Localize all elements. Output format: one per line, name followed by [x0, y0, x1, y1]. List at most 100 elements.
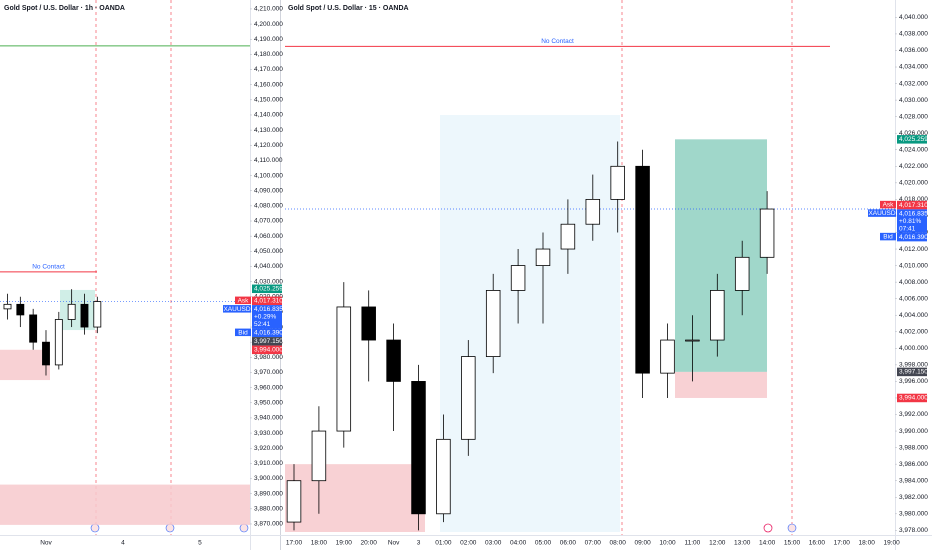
candle-body — [286, 480, 302, 523]
price-tag-text: 4,025.259 — [254, 286, 283, 293]
y-tick-label: 4,180.000 — [254, 51, 283, 58]
price-tag-text: +0.29% — [254, 314, 276, 321]
candle-body — [80, 303, 89, 328]
y-tick-label: 4,012.000 — [899, 246, 928, 253]
price-tag — [897, 232, 927, 242]
x-tick-label: 12:00 — [709, 540, 726, 547]
x-tick-label: 07:00 — [585, 540, 602, 547]
price-tag-name — [868, 209, 896, 217]
y-tick-label: 4,110.000 — [254, 157, 283, 164]
y-tick-label: 4,008.000 — [899, 279, 928, 286]
event-icon[interactable] — [239, 523, 249, 533]
price-tag-name-text: Ask — [883, 202, 895, 209]
zone — [440, 115, 620, 532]
candle-body — [635, 165, 650, 374]
y-tick-label: 3,910.000 — [254, 460, 283, 467]
y-tick-label: 4,070.000 — [254, 218, 283, 225]
y-tick-label: 4,010.000 — [899, 262, 928, 269]
price-tag-name — [235, 328, 251, 337]
candle-body — [510, 265, 526, 291]
y-tick-label: 4,038.000 — [899, 31, 928, 38]
candle-body — [461, 356, 476, 440]
y-tick-label: 3,870.000 — [254, 521, 283, 528]
price-tag-text: 4,017.310 — [254, 298, 283, 305]
x-tick-label: 06:00 — [560, 540, 577, 547]
y-tick-label: 4,080.000 — [254, 203, 283, 210]
y-tick-label: 4,050.000 — [254, 248, 283, 255]
event-icon[interactable] — [763, 523, 773, 533]
price-tag-text: +0.81% — [899, 218, 921, 225]
level-label: No Contact — [32, 264, 65, 271]
y-tick-label: 4,130.000 — [254, 127, 283, 134]
event-icon[interactable] — [787, 523, 797, 533]
y-tick-label: 3,920.000 — [254, 445, 283, 452]
y-tick-label: 3,880.000 — [254, 506, 283, 513]
y-tick-label: 4,006.000 — [899, 295, 928, 302]
candle-body — [660, 339, 675, 374]
zone — [0, 349, 50, 381]
y-tick-label: 3,988.000 — [899, 444, 928, 451]
x-tick-label: 3 — [417, 540, 421, 547]
y-tick-label: 3,996.000 — [899, 378, 928, 385]
event-icon[interactable] — [90, 523, 100, 533]
price-tag-text: 3,997.150 — [254, 338, 283, 345]
x-tick-label: 05:00 — [535, 540, 552, 547]
x-tick-label: 5 — [198, 540, 202, 547]
price-tag — [897, 367, 927, 377]
y-tick-label: 4,034.000 — [899, 64, 928, 71]
price-tag-name — [223, 305, 251, 313]
candle-body — [685, 339, 700, 342]
candle-body — [560, 223, 576, 250]
y-tick-label: 3,984.000 — [899, 477, 928, 484]
y-tick-label: 4,040.000 — [254, 263, 283, 270]
y-tick-label: 4,000.000 — [899, 345, 928, 352]
price-tag-text: 4,016.835 — [254, 306, 283, 313]
price-tag-text: 52:41 — [254, 321, 271, 328]
y-tick-label: 3,986.000 — [899, 461, 928, 468]
y-tick-label: 4,002.000 — [899, 328, 928, 335]
price-tag-text: 3,997.150 — [899, 369, 928, 376]
price-tag — [252, 305, 282, 329]
y-tick-label: 4,022.000 — [899, 163, 928, 170]
chart-layer: 4,210.000 4,200.000 4,190.000 4,180.000 4,17… — [0, 5, 928, 547]
price-tag-text: 4,017.310 — [899, 202, 928, 209]
x-tick-label: 18:00 — [859, 540, 876, 547]
y-tick-label: 3,980.000 — [899, 511, 928, 518]
price-tag — [252, 284, 282, 294]
y-tick-label: 4,032.000 — [899, 80, 928, 87]
candle-body — [29, 314, 38, 343]
price-tag-name — [880, 232, 896, 241]
candle-body — [42, 341, 50, 366]
candle-body — [485, 290, 501, 357]
candle-body — [436, 438, 451, 515]
x-tick-label: 15:00 — [784, 540, 801, 547]
x-tick-label: 08:00 — [610, 540, 627, 547]
candle-body — [710, 290, 725, 341]
y-tick-label: 4,024.000 — [899, 146, 928, 153]
price-tag-name — [235, 296, 251, 305]
price-tag — [897, 393, 927, 403]
price-tag — [252, 337, 282, 346]
y-tick-label: 3,900.000 — [254, 475, 283, 482]
y-tick-label: 3,990.000 — [899, 428, 928, 435]
y-tick-label: 4,030.000 — [899, 97, 928, 104]
candle-body — [386, 339, 401, 382]
x-tick-label: 10:00 — [659, 540, 676, 547]
candle-body — [336, 306, 352, 432]
price-tag-name-text: XAUUSD — [223, 306, 250, 313]
price-tag — [897, 209, 927, 233]
y-tick-label: 4,018.000 — [899, 196, 928, 203]
x-tick-label: 14:00 — [759, 540, 776, 547]
x-tick-label: 11:00 — [685, 540, 701, 547]
event-icon[interactable] — [165, 523, 175, 533]
candle-body — [610, 165, 625, 200]
y-tick-label: 4,040.000 — [899, 14, 928, 21]
y-tick-label: 4,150.000 — [254, 97, 283, 104]
price-tag-text: 4,016.390 — [899, 234, 928, 241]
x-tick-label: Nov — [388, 540, 400, 547]
price-tag-name — [880, 200, 896, 209]
price-tag-name-text: XAUUSD — [868, 210, 895, 217]
x-tick-label: 19:00 — [883, 540, 900, 547]
y-tick-label: 4,160.000 — [254, 81, 283, 88]
